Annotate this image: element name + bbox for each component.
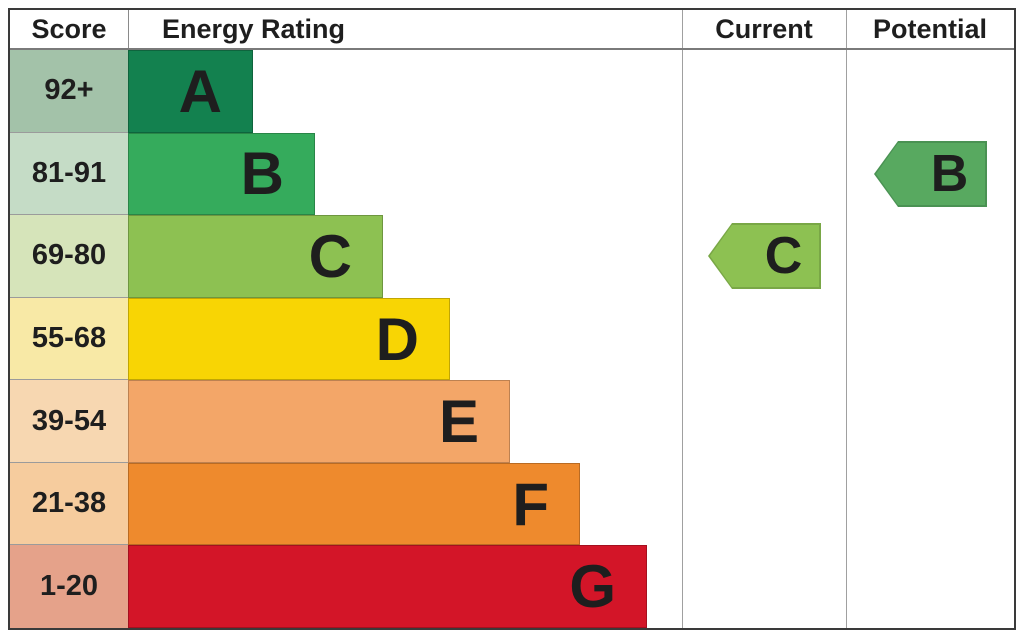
score-band-label: 92+: [10, 50, 128, 133]
current-rating-letter: C: [764, 227, 803, 285]
header-energy-rating: Energy Rating: [162, 13, 346, 44]
rating-bar-f: F: [128, 462, 580, 546]
score-band-label: 1-20: [10, 545, 128, 629]
rating-row-a: 92+ A: [10, 50, 1014, 133]
score-band-label: 39-54: [10, 380, 128, 463]
score-band-label: 55-68: [10, 297, 128, 381]
rating-bar-g: G: [128, 545, 647, 629]
rating-row-g: 1-20 G: [10, 545, 1014, 629]
header-potential: Potential: [872, 13, 987, 44]
rating-bar-letter: F: [512, 470, 549, 538]
rating-bar-letter: C: [308, 222, 352, 290]
rating-row-b: 81-91 B: [10, 132, 1014, 216]
potential-rating-arrow-fill: [876, 143, 985, 205]
score-band-label: 69-80: [10, 215, 128, 298]
potential-rating-letter: B: [930, 145, 969, 203]
score-column-divider: [128, 10, 129, 48]
chart-frame: Score Energy Rating Current Potential 92…: [8, 8, 1016, 630]
rating-bar-letter: G: [569, 553, 616, 621]
rating-row-e: 39-54 E: [10, 380, 1014, 463]
header-score: Score: [31, 13, 107, 44]
rating-bar-c: C: [128, 215, 383, 298]
rating-row-c: 69-80 C: [10, 215, 1014, 298]
rating-rows: 92+ A 81-91 B 69-80 C 55-68 D 39-54 E 21-38 F 1-20 G: [10, 50, 1014, 629]
rating-row-f: 21-38 F: [10, 462, 1014, 546]
potential-rating-arrow: B: [874, 141, 987, 207]
current-rating-arrow: C: [708, 223, 821, 289]
potential-column-divider: [846, 10, 847, 628]
rating-bar-letter: E: [438, 388, 479, 456]
current-column-divider: [682, 10, 683, 628]
score-band-label: 81-91: [10, 132, 128, 216]
score-band-label: 21-38: [10, 462, 128, 546]
header-row: Score Energy Rating Current Potential: [10, 10, 1014, 50]
current-rating-arrow-fill: [710, 225, 819, 287]
rating-bar-b: B: [128, 132, 315, 216]
rating-bar-letter: A: [178, 57, 222, 125]
rating-bar-e: E: [128, 380, 510, 463]
rating-row-d: 55-68 D: [10, 297, 1014, 381]
rating-bar-letter: D: [375, 305, 419, 373]
header-current: Current: [715, 13, 813, 44]
rating-bar-a: A: [128, 50, 253, 133]
rating-bar-d: D: [128, 297, 450, 381]
rating-bar-letter: B: [240, 140, 284, 208]
